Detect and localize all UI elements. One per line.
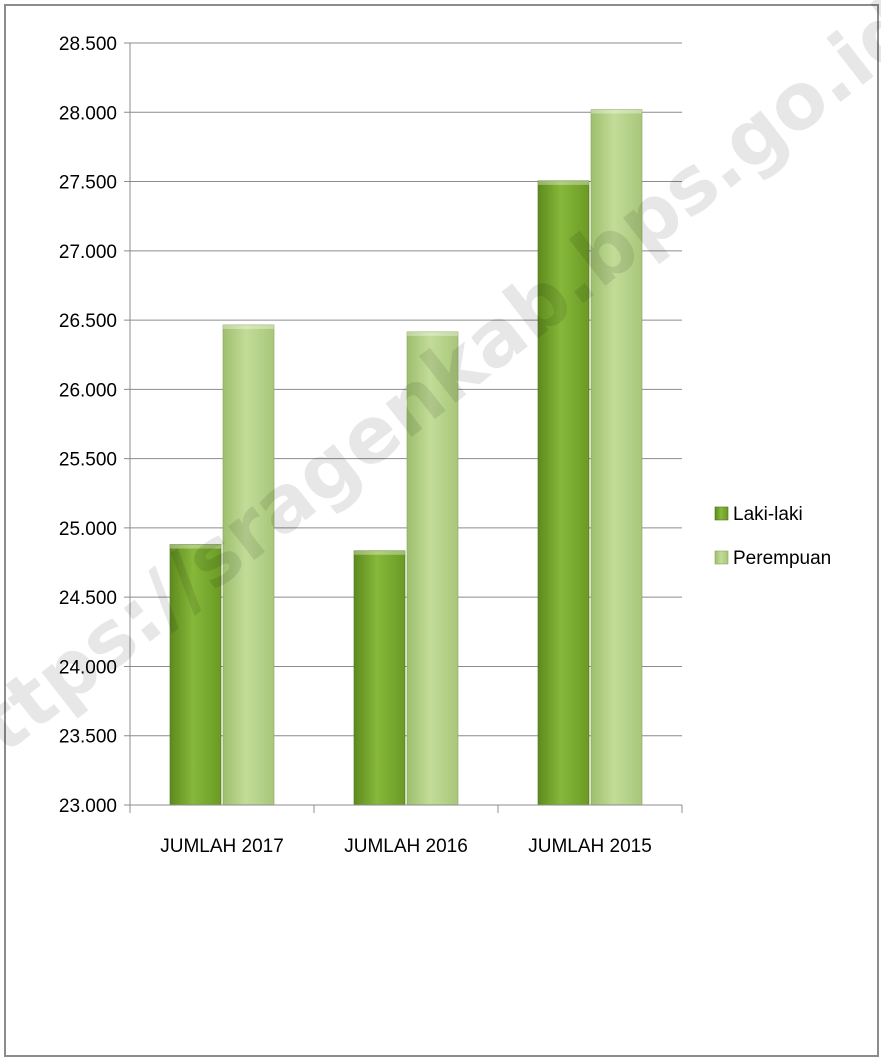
y-tick-label: 23.500 (59, 727, 117, 748)
bar-top-highlight (170, 544, 221, 549)
legend-swatch-perempuan (714, 550, 729, 565)
y-tick-label: 28.500 (59, 34, 117, 55)
x-tick-label: JUMLAH 2016 (344, 836, 468, 857)
y-tick-label: 26.500 (59, 311, 117, 332)
bars (169, 109, 643, 806)
y-tick-label: 25.000 (59, 519, 117, 540)
bar-laki-laki-0 (169, 544, 222, 806)
y-tick-label: 24.500 (59, 588, 117, 609)
legend-label-laki-laki: Laki-laki (733, 504, 803, 525)
y-tick-label: 24.000 (59, 657, 117, 678)
y-tick-label: 25.500 (59, 450, 117, 471)
bar-top-highlight (223, 324, 274, 329)
legend: Laki-laki Perempuan (714, 504, 831, 569)
y-tick-label: 26.000 (59, 380, 117, 401)
x-tick-label: JUMLAH 2017 (160, 836, 284, 857)
bar-laki-laki-2 (537, 180, 590, 806)
bar-top-highlight (354, 550, 405, 555)
legend-label-perempuan: Perempuan (733, 548, 831, 569)
bar-perempuan-0 (222, 324, 275, 806)
x-axis (129, 43, 683, 813)
x-tick-label: JUMLAH 2015 (528, 836, 652, 857)
bar-perempuan-2 (590, 109, 643, 806)
x-axis-tick-labels: JUMLAH 2017 JUMLAH 2016 JUMLAH 2015 (160, 836, 652, 857)
y-tick-label: 28.000 (59, 103, 117, 124)
bar-laki-laki-1 (353, 550, 406, 806)
bar-top-highlight (591, 109, 642, 114)
y-tick-label: 27.000 (59, 242, 117, 263)
y-tick-label: 27.500 (59, 173, 117, 194)
bar-top-highlight (407, 331, 458, 336)
y-axis-tick-labels: 23.000 23.500 24.000 24.500 25.000 25.500 26.0… (59, 34, 117, 817)
legend-swatch-laki-laki (714, 506, 729, 521)
bar-top-highlight (538, 180, 589, 185)
bar-perempuan-1 (406, 331, 459, 806)
y-tick-label: 23.000 (59, 796, 117, 817)
